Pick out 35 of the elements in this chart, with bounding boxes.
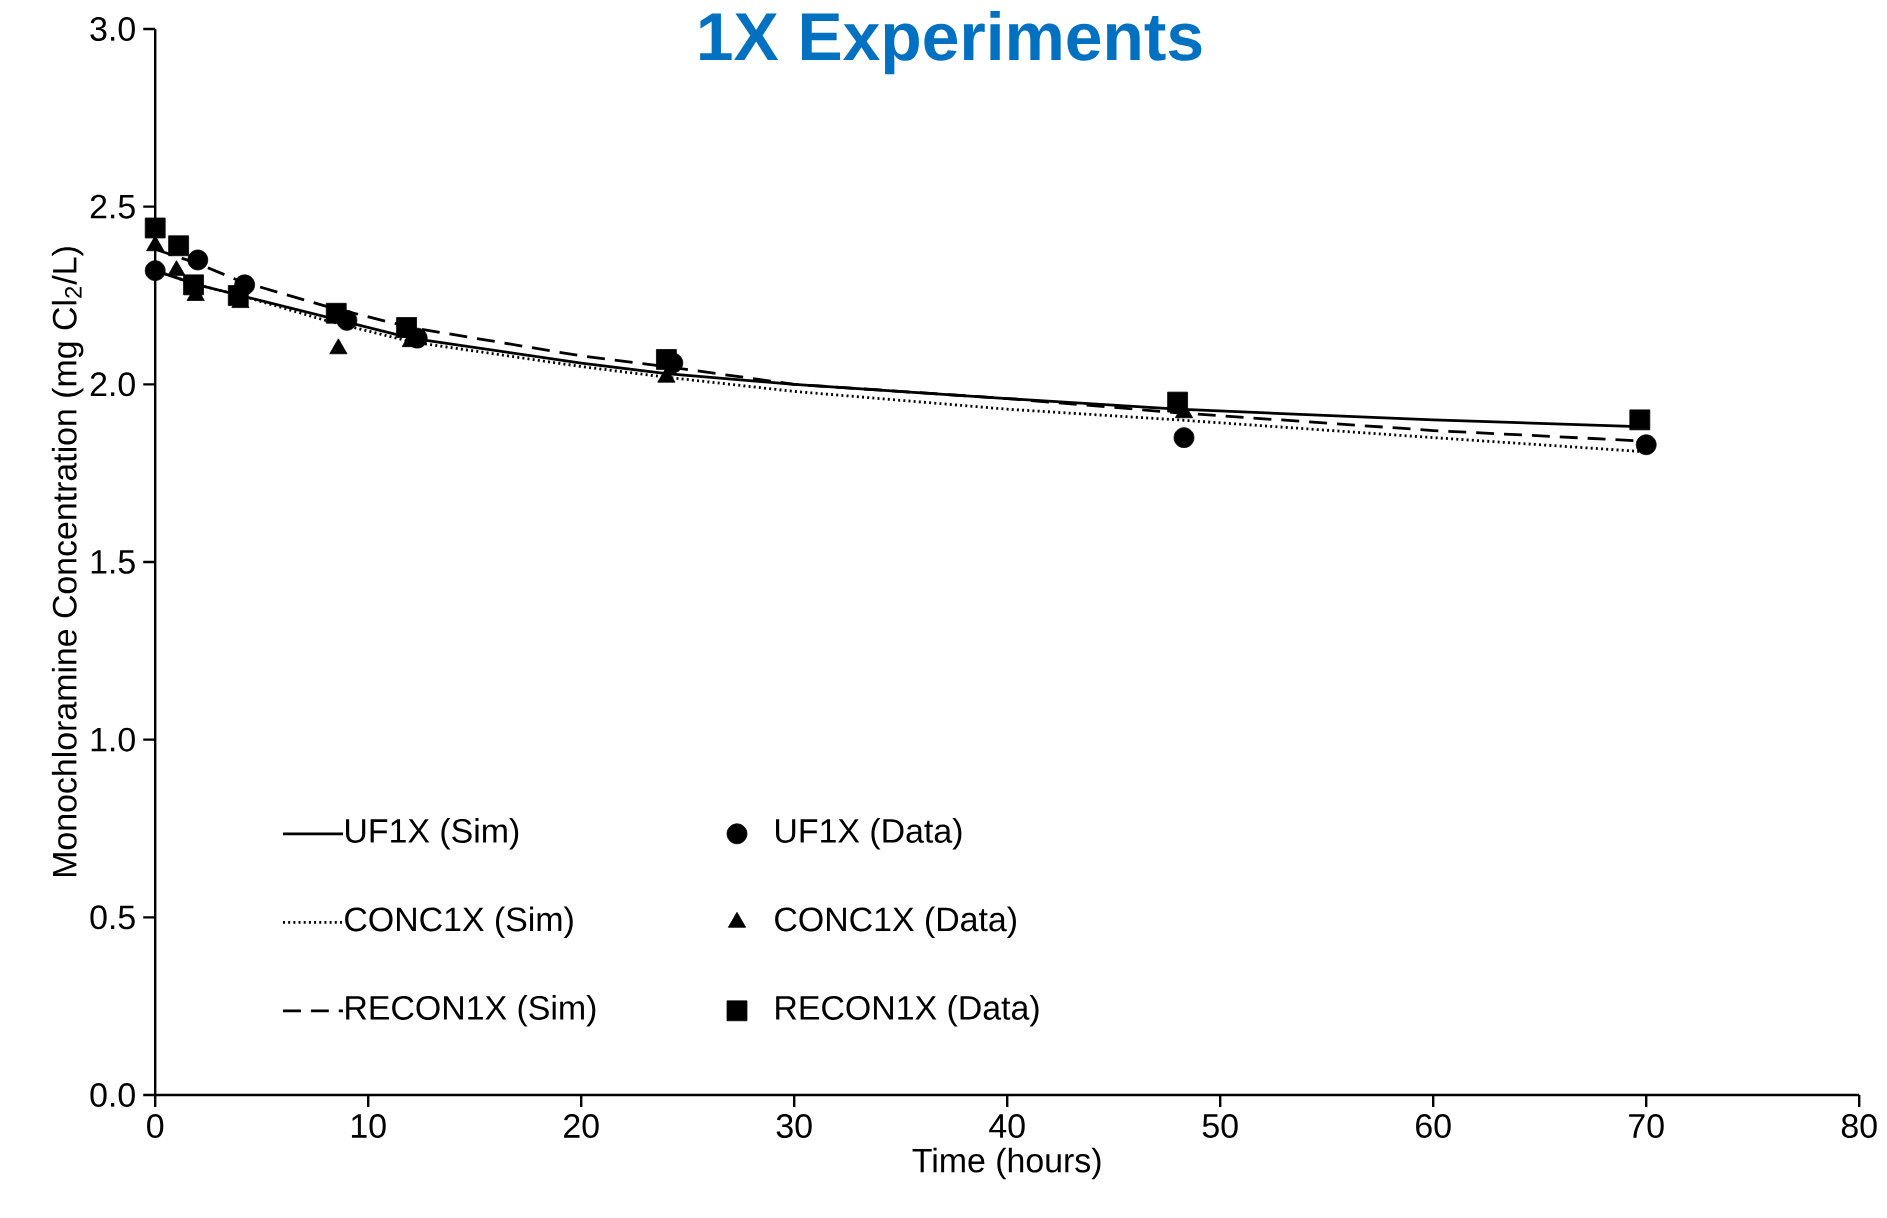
x-tick-label: 50 (1202, 1113, 1238, 1138)
x-tick-label: 0 (147, 1113, 164, 1138)
x-tick-label: 30 (776, 1113, 812, 1138)
point (144, 217, 166, 239)
x-tick-label: 70 (1629, 1113, 1664, 1138)
point (144, 260, 166, 281)
chart-title: 1X Experiments (700, 11, 1202, 75)
point (336, 310, 358, 331)
x-tick-label: 40 (989, 1113, 1025, 1138)
x-tick-label: 60 (1416, 1113, 1451, 1138)
y-tick-label: 1.0 (91, 727, 135, 752)
point (1173, 427, 1195, 448)
y-tick-label: 1.5 (91, 550, 135, 574)
point (187, 249, 209, 271)
point (1629, 409, 1651, 431)
legend-label: CONC1X (Sim) (345, 906, 573, 939)
y-tick-label: 3.0 (90, 16, 135, 41)
legend-label: RECON1X (Sim) (346, 995, 596, 1027)
point (406, 327, 428, 349)
legend-label: RECON1X (Data) (776, 995, 1039, 1027)
x-axis-title: Time (hours) (912, 1147, 1101, 1180)
y-axis-title: Monochloramine Concentration (mg Cl$_{2}$/L) (51, 247, 84, 876)
legend-label: CONC1X (Data) (775, 906, 1016, 939)
y-tick-label: 0.5 (90, 905, 135, 930)
legend-label: UF1X (Sim) (346, 818, 519, 850)
point (234, 274, 256, 296)
legend-label: UF1X (Data) (776, 818, 962, 850)
y-tick-label: 0.0 (90, 1083, 135, 1107)
y-tick-label: 2.0 (90, 372, 135, 397)
y-tick-label: 2.5 (90, 194, 135, 219)
x-tick-label: 20 (564, 1113, 599, 1138)
point (168, 235, 189, 257)
x-tick-label: 10 (351, 1113, 386, 1138)
point (1635, 434, 1657, 456)
x-tick-label: 80 (1841, 1113, 1877, 1138)
